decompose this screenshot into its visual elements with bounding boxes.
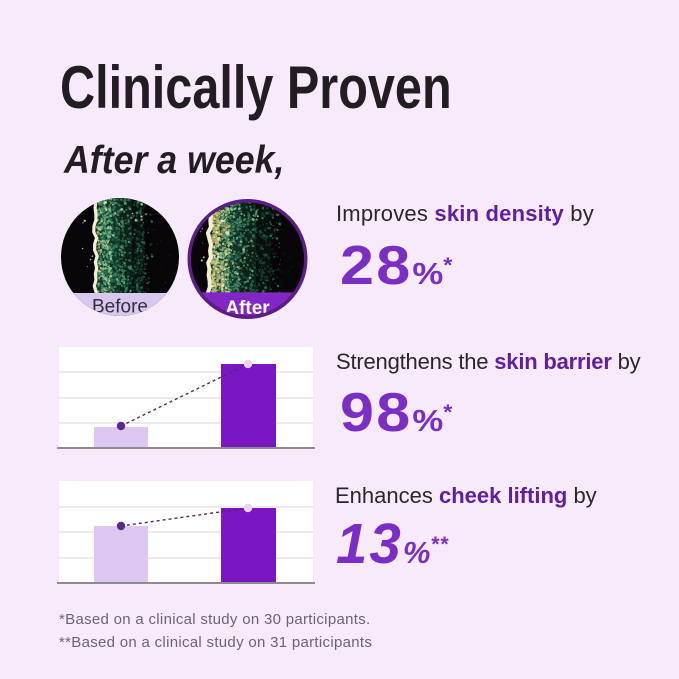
- svg-text:After: After: [225, 298, 270, 319]
- svg-text:Before: Before: [92, 297, 148, 317]
